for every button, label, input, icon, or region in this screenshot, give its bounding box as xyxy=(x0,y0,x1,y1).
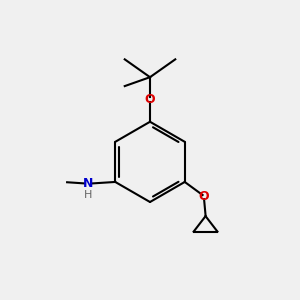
Text: N: N xyxy=(83,177,94,190)
Text: O: O xyxy=(145,93,155,106)
Text: O: O xyxy=(199,190,209,203)
Text: H: H xyxy=(84,190,93,200)
